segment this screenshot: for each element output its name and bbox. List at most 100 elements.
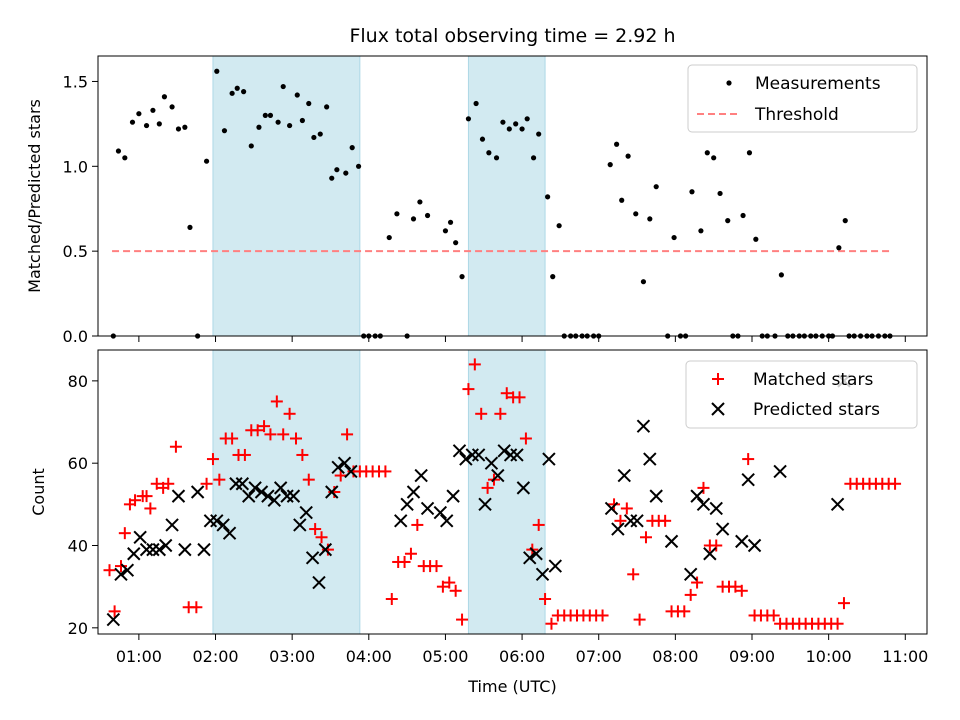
matched-star-point: [475, 407, 488, 420]
measurement-point: [453, 240, 459, 246]
predicted-star-point: [529, 547, 543, 561]
predicted-star-point: [516, 481, 531, 495]
measurement-point: [500, 119, 506, 125]
measurement-point: [161, 94, 168, 100]
measurement-point: [633, 211, 639, 217]
legend-label-threshold: Threshold: [754, 105, 839, 125]
predicted-star-point: [623, 514, 638, 528]
predicted-star-point: [703, 547, 717, 561]
predicted-star-point: [617, 468, 631, 483]
matched-star-point: [258, 420, 271, 433]
predicted-star-point: [312, 575, 326, 590]
measurement-point: [334, 167, 340, 173]
matched-star-point: [283, 407, 296, 420]
predicted-star-point: [305, 551, 320, 565]
measurement-point: [545, 194, 551, 200]
measurement-point: [311, 134, 317, 141]
matched-star-point: [114, 560, 127, 573]
measurement-point: [556, 223, 562, 229]
matched-star-point: [118, 527, 131, 540]
predicted-star-point: [400, 497, 414, 512]
measurement-point: [506, 126, 512, 132]
matched-star-point: [837, 597, 850, 610]
predicted-star-point: [286, 489, 301, 503]
predicted-star-point: [630, 514, 644, 528]
matched-star-point: [889, 477, 902, 490]
bottom-ytick-label: 20: [68, 619, 88, 638]
matched-star-point: [468, 358, 481, 371]
predicted-star-point: [248, 481, 262, 495]
measurement-point: [150, 107, 156, 113]
matched-star-point: [481, 481, 494, 494]
measurement-point: [625, 153, 631, 159]
measurement-point: [386, 234, 392, 241]
matched-star-point: [462, 383, 475, 396]
x-axis-label: Time (UTC): [467, 677, 556, 696]
matched-star-point: [404, 547, 417, 560]
x-tick-label: 10:00: [806, 647, 852, 666]
predicted-star-point: [171, 489, 186, 503]
shaded-interval-1: [467, 55, 546, 337]
matched-star-point: [302, 473, 315, 486]
measurement-point: [619, 197, 625, 203]
predicted-star-point: [203, 514, 218, 528]
matched-star-point: [691, 576, 704, 589]
measurement-point: [653, 184, 659, 190]
matched-star-point: [129, 494, 142, 507]
measurement-point: [746, 150, 753, 156]
predicted-star-point: [165, 518, 179, 532]
x-tick-label: 02:00: [192, 647, 238, 666]
matched-star-point: [614, 514, 627, 527]
measurement-point: [410, 216, 417, 222]
matched-star-point: [411, 518, 424, 531]
matched-star-point: [144, 502, 157, 515]
matched-star-point: [238, 448, 251, 461]
measurement-point: [640, 279, 647, 285]
bottom-panel: 20 40 60 80 01:00 02:00 03:00 04:00 05:00 06:00 0…: [29, 349, 928, 696]
measurement-point: [175, 126, 182, 132]
matched-star-point: [398, 555, 411, 568]
measurement-point: [614, 141, 620, 147]
matched-star-point: [678, 605, 691, 618]
matched-star-point: [309, 523, 322, 536]
measurement-point: [671, 234, 677, 241]
measurement-point: [479, 136, 486, 142]
measurement-point: [182, 124, 188, 130]
predicted-star-point: [197, 542, 211, 557]
top-ytick-label: 0.5: [63, 242, 88, 261]
matched-star-point: [200, 477, 213, 490]
top-ytick-label: 0.0: [63, 327, 88, 346]
measurement-point: [698, 228, 704, 234]
top-legend: Measurements Threshold: [687, 64, 918, 133]
bottom-legend: Matched stars Predicted stars: [685, 360, 918, 429]
matched-star-point: [277, 428, 290, 441]
matched-star-point: [831, 617, 844, 630]
matched-star-point: [150, 477, 163, 490]
legend-marker-predicted: [711, 402, 725, 416]
predicted-star-point: [696, 497, 711, 512]
predicted-star-point: [216, 518, 230, 532]
measurement-point: [836, 245, 842, 251]
predicted-star-point: [735, 534, 749, 549]
measurement-point: [287, 122, 293, 129]
measurement-point: [143, 122, 150, 129]
measurement-point: [524, 116, 530, 122]
predicted-star-point: [344, 464, 358, 479]
predicted-star-point: [478, 497, 492, 512]
top-panel: 0.0 0.5 1.0 1.5 Matched/Predicted stars Mea…: [25, 55, 928, 346]
shaded-interval-0: [212, 55, 361, 337]
measurement-point: [115, 148, 122, 154]
measurement-point: [417, 199, 423, 205]
matched-star-point: [639, 531, 652, 544]
matched-star-point: [430, 560, 443, 573]
predicted-star-point: [210, 514, 224, 528]
predicted-star-point: [503, 448, 518, 462]
measurement-point: [203, 158, 210, 164]
measurement-point: [493, 155, 500, 161]
measurement-point: [530, 155, 537, 161]
matched-star-point: [334, 469, 347, 482]
measurement-point: [689, 189, 695, 195]
bottom-ylabel: Count: [29, 468, 48, 516]
